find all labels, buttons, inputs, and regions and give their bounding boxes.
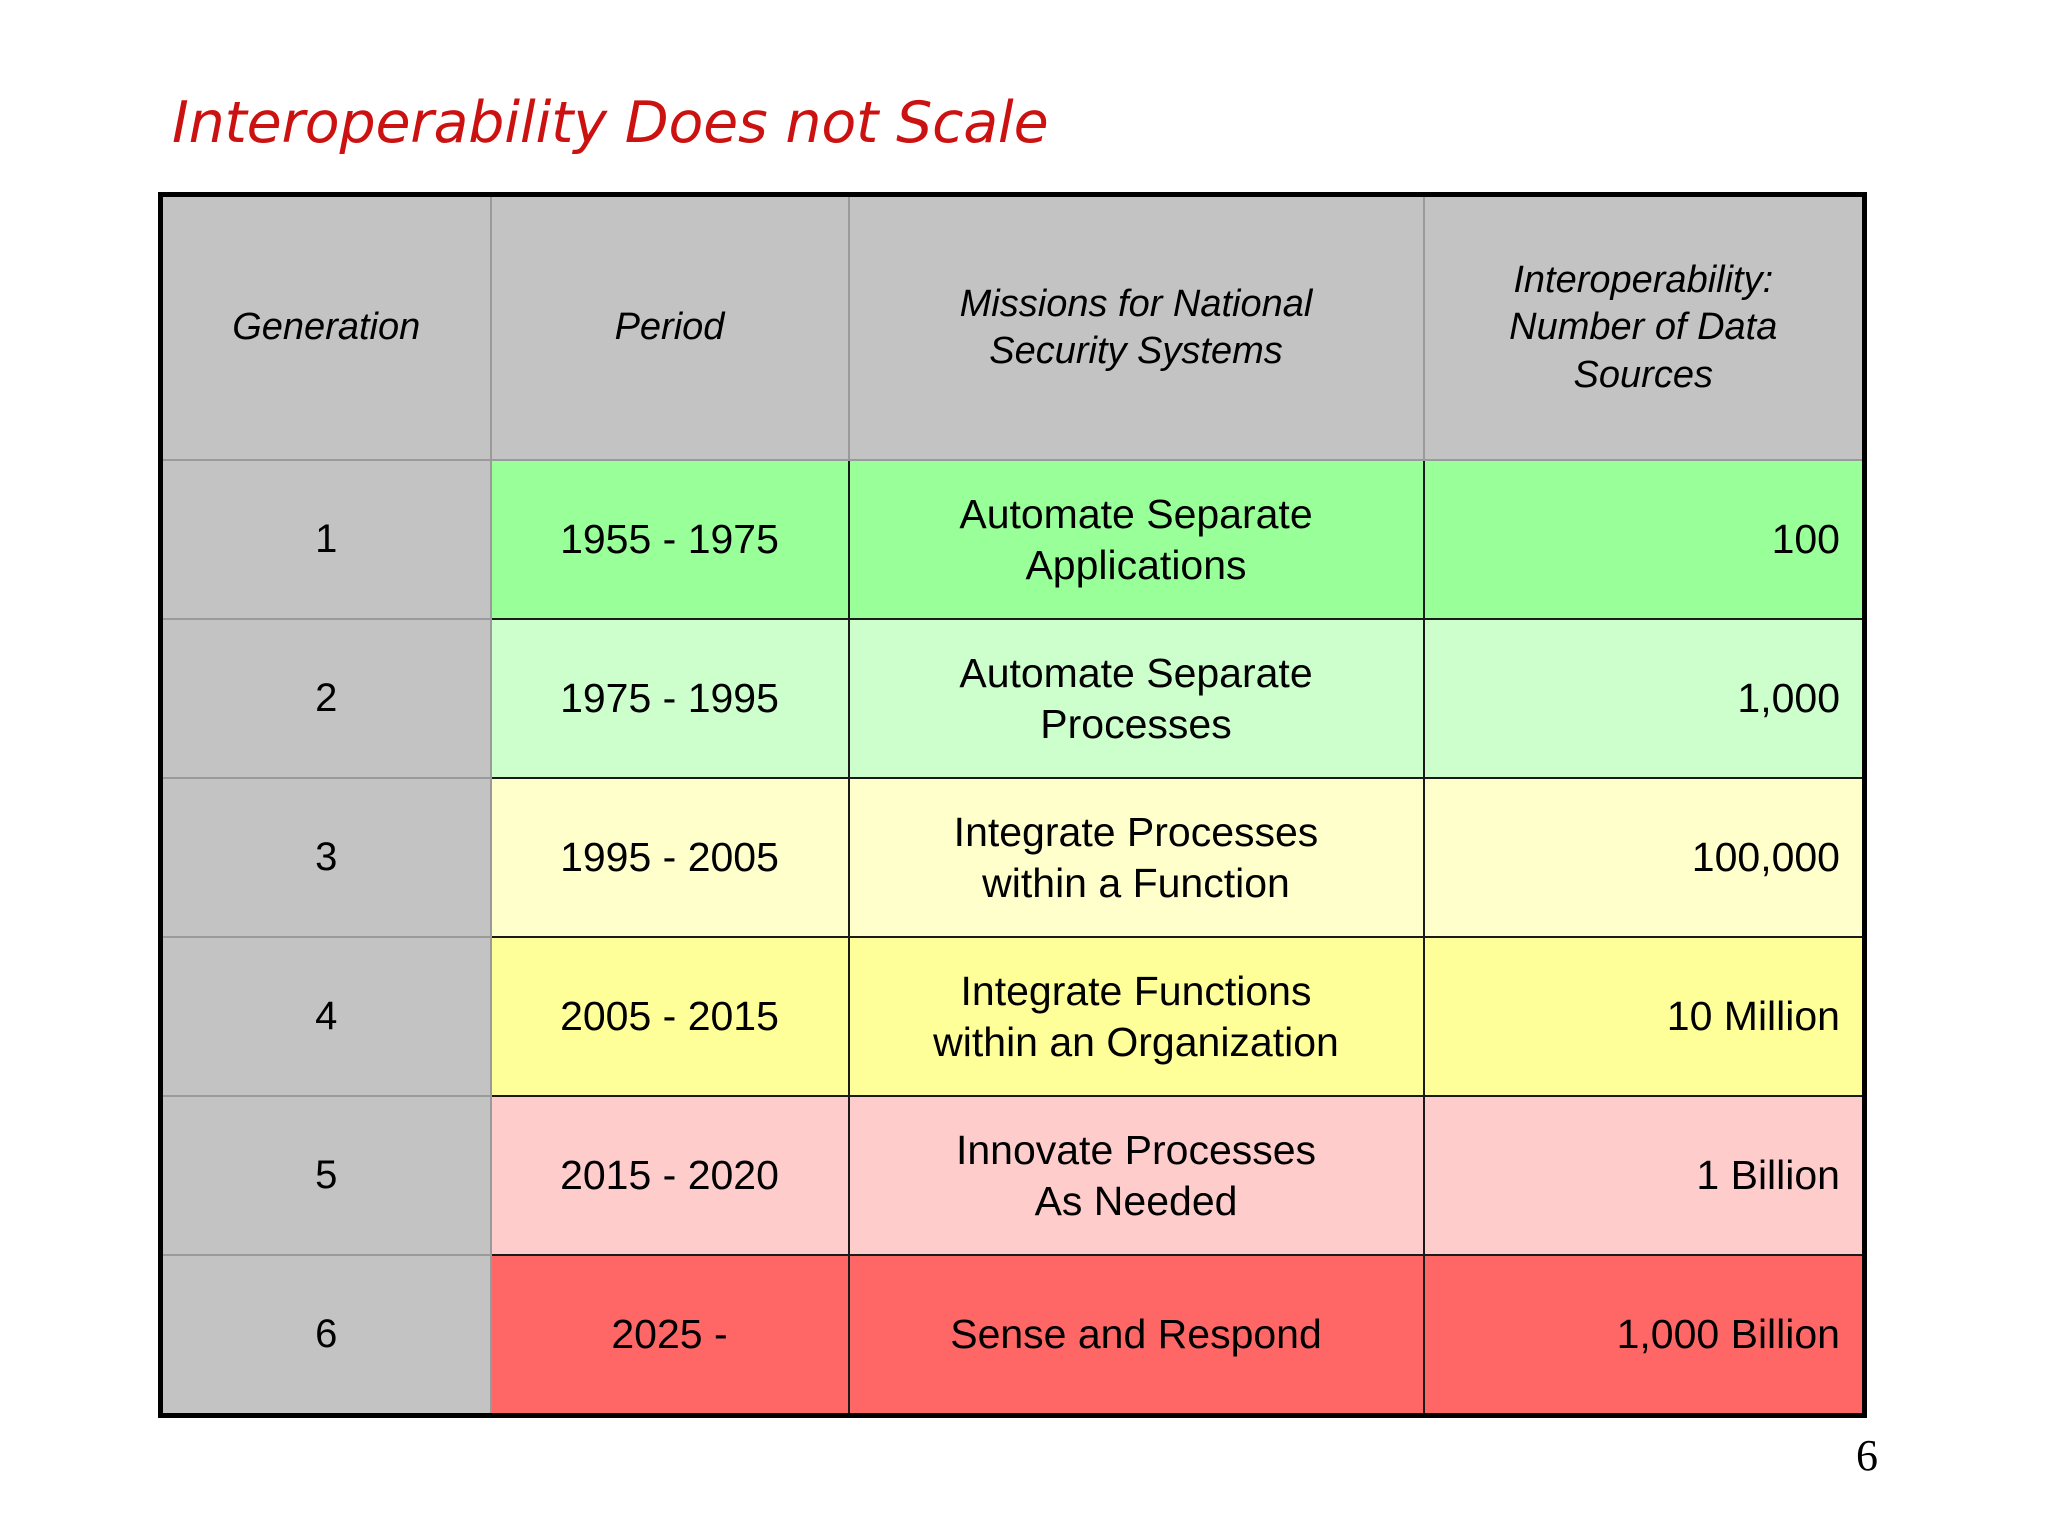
cell-missions-line1: Automate Separate	[959, 491, 1313, 538]
cell-missions-line1: Integrate Functions	[960, 968, 1312, 1015]
cell-missions-line1: Innovate Processes	[955, 1127, 1317, 1174]
cell-data-sources: 100	[1422, 459, 1866, 620]
cell-period: 2025 -	[489, 1254, 850, 1417]
cell-missions: Sense and Respond	[847, 1254, 1425, 1417]
cell-missions-line1: Integrate Processes	[953, 809, 1319, 856]
cell-missions: Automate Separate Processes	[847, 618, 1425, 779]
table-row: 4 2005 - 2015 Integrate Functions within an…	[159, 936, 1866, 1097]
cell-data-sources: 100,000	[1422, 777, 1866, 938]
column-header-period: Period	[489, 193, 850, 461]
cell-missions: Integrate Functions within an Organizatio…	[847, 936, 1425, 1097]
column-header-missions-line1: Missions for National	[959, 282, 1313, 325]
column-header-interoperability-line1: Interoperability:	[1513, 259, 1774, 302]
page-title: Interoperability Does not Scale	[172, 90, 1049, 156]
column-header-interoperability-line2: Number of Data	[1509, 306, 1778, 349]
cell-period: 2005 - 2015	[489, 936, 850, 1097]
table-row: 2 1975 - 1995 Automate Separate Processes 1,…	[159, 618, 1866, 779]
cell-missions: Innovate Processes As Needed	[847, 1095, 1425, 1256]
cell-period: 1955 - 1975	[489, 459, 850, 620]
cell-missions: Automate Separate Applications	[847, 459, 1425, 620]
page-number: 6	[1856, 1431, 1878, 1480]
generations-table: Generation Period Missions for National …	[158, 192, 1867, 1418]
cell-missions: Integrate Processes within a Function	[847, 777, 1425, 938]
table-row: 5 2015 - 2020 Innovate Processes As Needed 1…	[159, 1095, 1866, 1256]
column-header-interoperability-line3: Sources	[1573, 353, 1713, 396]
cell-period: 1975 - 1995	[489, 618, 850, 779]
column-header-interoperability: Interoperability: Number of Data Sources	[1422, 193, 1866, 461]
table-body: 1 1955 - 1975 Automate Separate Application…	[159, 459, 1866, 1417]
table-header: Generation Period Missions for National …	[159, 193, 1866, 461]
cell-period: 1995 - 2005	[489, 777, 850, 938]
cell-data-sources: 10 Million	[1422, 936, 1866, 1097]
table-header-row: Generation Period Missions for National …	[159, 193, 1866, 461]
cell-generation: 4	[159, 936, 492, 1097]
cell-missions-line2: within an Organization	[933, 1018, 1339, 1065]
table-row: 1 1955 - 1975 Automate Separate Application…	[159, 459, 1866, 620]
cell-data-sources: 1,000	[1422, 618, 1866, 779]
cell-generation: 5	[159, 1095, 492, 1256]
cell-generation: 2	[159, 618, 492, 779]
column-header-missions: Missions for National Security Systems	[847, 193, 1425, 461]
cell-generation: 3	[159, 777, 492, 938]
cell-data-sources: 1,000 Billion	[1422, 1254, 1866, 1417]
table-row: 6 2025 - Sense and Respond 1,000 Billion	[159, 1254, 1866, 1417]
column-header-generation: Generation	[159, 193, 492, 461]
cell-missions-line1: Automate Separate	[959, 650, 1313, 697]
cell-generation: 1	[159, 459, 492, 620]
table-row: 3 1995 - 2005 Integrate Processes within a …	[159, 777, 1866, 938]
cell-missions-line2: Applications	[1025, 541, 1247, 588]
column-header-missions-line2: Security Systems	[989, 330, 1283, 372]
cell-missions-line1: Sense and Respond	[950, 1311, 1322, 1358]
cell-data-sources: 1 Billion	[1422, 1095, 1866, 1256]
cell-missions-line2: As Needed	[1034, 1177, 1238, 1224]
cell-missions-line2: Processes	[1040, 700, 1232, 747]
cell-period: 2015 - 2020	[489, 1095, 850, 1256]
cell-missions-line2: within a Function	[982, 859, 1290, 906]
cell-generation: 6	[159, 1254, 492, 1417]
